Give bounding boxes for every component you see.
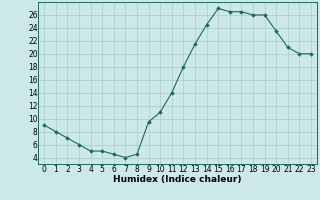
X-axis label: Humidex (Indice chaleur): Humidex (Indice chaleur): [113, 175, 242, 184]
